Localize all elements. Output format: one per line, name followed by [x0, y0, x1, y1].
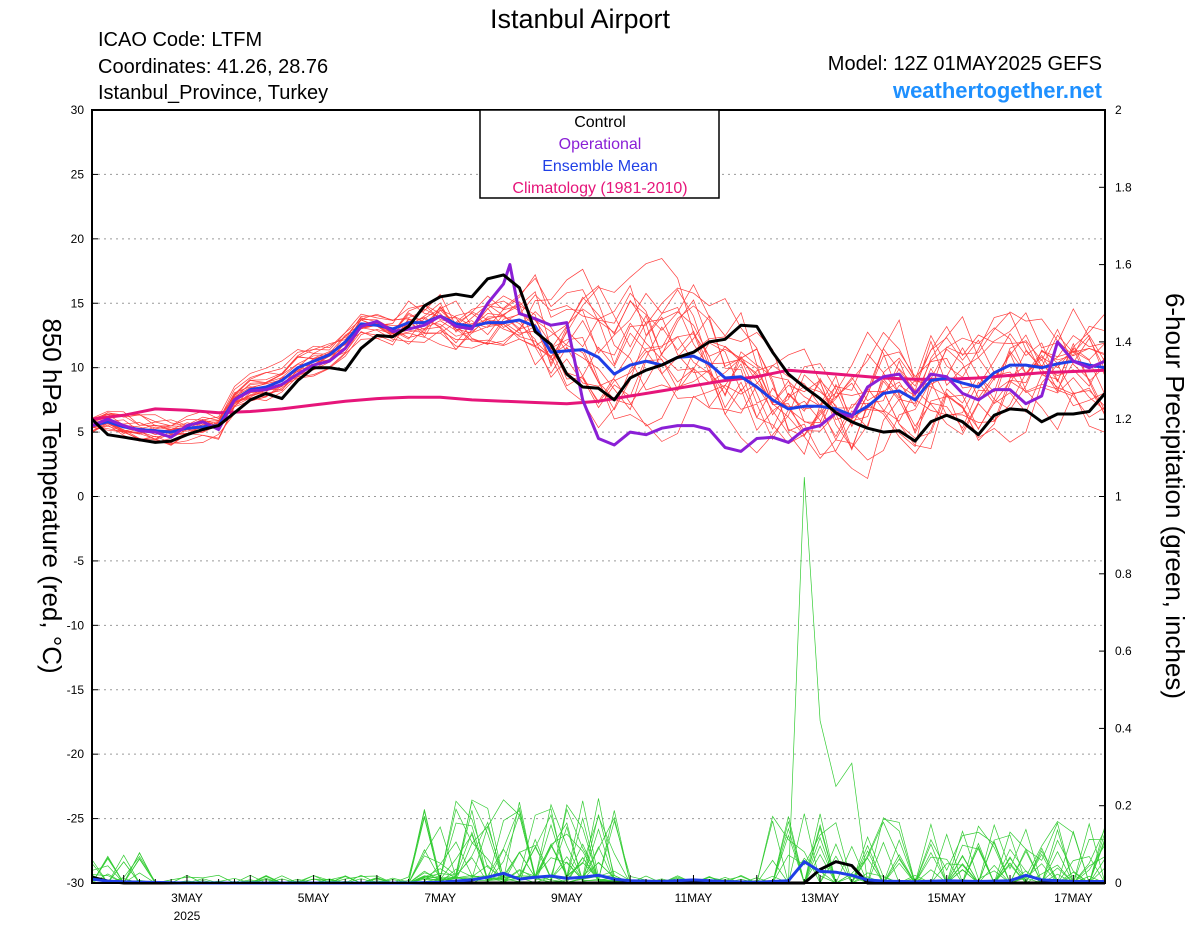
- y-tick-label-right: 0.6: [1115, 644, 1132, 658]
- control-temperature-line: [90, 273, 1107, 444]
- operational-temperature-line: [91, 263, 1106, 453]
- y-tick-label-left: 0: [77, 490, 84, 504]
- y-tick-label-left: 30: [71, 103, 85, 117]
- ensemble-member-line: [91, 301, 1106, 461]
- precip-member-line: [92, 799, 1106, 885]
- icao-code: ICAO Code: LTFM: [98, 29, 263, 51]
- y-axis-label-left: 850 hPa Temperature (red, °C): [37, 318, 67, 673]
- ensemble-member-line: [91, 293, 1106, 455]
- y-tick-label-left: 10: [71, 361, 85, 375]
- legend-entry: Operational: [559, 136, 642, 153]
- y-tick-label-left: -15: [67, 683, 85, 697]
- y-tick-label-left: -10: [67, 618, 85, 632]
- x-tick-year: 2025: [174, 909, 201, 923]
- y-tick-label-left: -25: [67, 812, 85, 826]
- chart-title: Istanbul Airport: [489, 4, 671, 34]
- legend-box: [479, 109, 720, 199]
- ensemble-member-line: [91, 268, 1106, 426]
- y-tick-label-left: 25: [71, 167, 85, 181]
- site-link[interactable]: weathertogether.net: [892, 78, 1102, 103]
- y-tick-label-left: -5: [73, 554, 84, 568]
- y-tick-label-right: 1.4: [1115, 335, 1132, 349]
- ensemble-mean-temperature-line: [91, 314, 1106, 434]
- x-tick-label: 9MAY: [551, 891, 583, 905]
- precip-member-line: [91, 817, 1105, 884]
- precip-member-line: [91, 477, 1106, 884]
- ensemble-member-line: [91, 274, 1106, 445]
- y-tick-label-right: 1.8: [1115, 180, 1132, 194]
- y-tick-label-right: 1: [1115, 490, 1122, 504]
- ensemble-member-line: [91, 304, 1106, 444]
- ensemble-member-line: [91, 291, 1106, 454]
- precip-member-line: [92, 798, 1105, 884]
- model-run: Model: 12Z 01MAY2025 GEFS: [827, 53, 1102, 75]
- precip-member-line: [91, 800, 1106, 884]
- y-tick-label-right: 1.6: [1115, 258, 1132, 272]
- y-tick-label-left: 5: [77, 425, 84, 439]
- legend-entry: Ensemble Mean: [542, 158, 658, 175]
- coordinates: Coordinates: 41.26, 28.76: [98, 56, 329, 78]
- precip-member-line: [92, 800, 1106, 884]
- x-tick-label: 7MAY: [424, 891, 456, 905]
- y-tick-label-right: 1.2: [1115, 412, 1132, 426]
- ensemble-member-line: [91, 296, 1106, 427]
- y-tick-label-right: 2: [1115, 103, 1122, 117]
- ensemble-member-line: [91, 292, 1106, 456]
- y-axis-label-right: 6-hour Precipitation (green, inches): [1160, 293, 1190, 699]
- x-tick-label: 17MAY: [1054, 891, 1092, 905]
- x-tick-label: 11MAY: [675, 891, 713, 905]
- y-tick-label-right: 0: [1115, 876, 1122, 890]
- location: Istanbul_Province, Turkey: [98, 82, 329, 104]
- ensemble-member-line: [91, 305, 1106, 459]
- y-tick-label-left: 20: [71, 232, 85, 246]
- ensemble-member-line: [91, 300, 1106, 450]
- x-tick-label: 3MAY: [171, 891, 203, 905]
- y-tick-label-right: 0.2: [1115, 799, 1132, 813]
- x-tick-label: 5MAY: [298, 891, 330, 905]
- legend-entry: Control: [574, 114, 626, 131]
- y-tick-label-left: -20: [67, 747, 85, 761]
- x-tick-label: 13MAY: [801, 891, 839, 905]
- precip-member-line: [92, 802, 1106, 884]
- legend-entry: Climatology (1981-2010): [512, 180, 687, 197]
- y-tick-label-left: 15: [71, 296, 85, 310]
- ensemble-member-line: [91, 300, 1106, 448]
- y-tick-label-left: -30: [67, 876, 85, 890]
- y-tick-label-right: 0.8: [1115, 567, 1132, 581]
- x-tick-label: 15MAY: [927, 891, 965, 905]
- precip-member-line: [92, 799, 1106, 884]
- y-tick-label-right: 0.4: [1115, 721, 1132, 735]
- ensemble-member-line: [91, 258, 1106, 480]
- precip-member-line: [92, 803, 1105, 885]
